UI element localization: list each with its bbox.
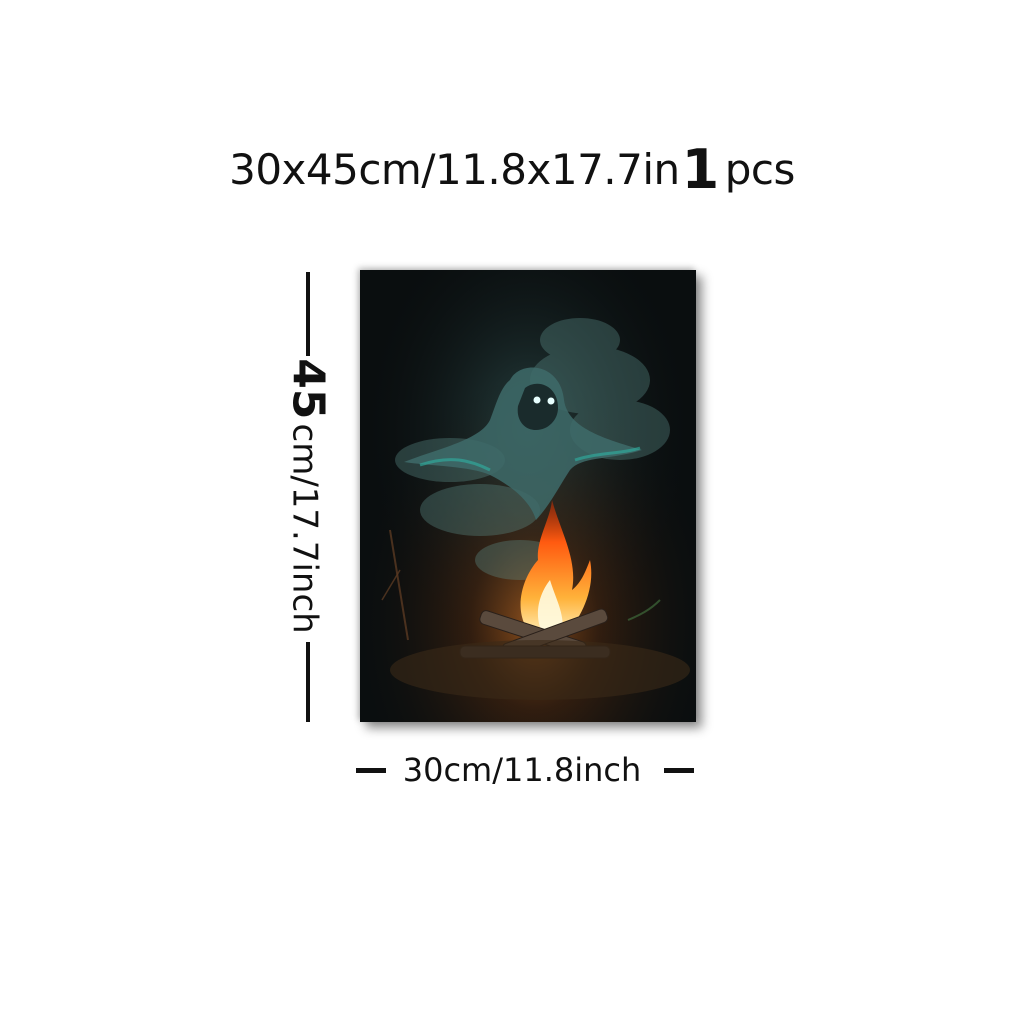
width-dimension-label: 30cm/11.8inch: [402, 751, 642, 789]
ghost-eye-right: [547, 397, 555, 405]
width-dimension-line-right: [664, 768, 694, 773]
height-unit-text: cm/17.7inch: [284, 423, 325, 634]
height-dimension-label: 45 cm/17.7inch: [283, 358, 334, 633]
size-text: 30x45cm/11.8x17.7in: [229, 145, 680, 194]
quantity-number: 1: [681, 138, 720, 201]
height-dimension-line-bottom: [306, 642, 310, 722]
ghost-eye-left: [533, 396, 541, 404]
height-dimension-line-top: [306, 272, 310, 356]
height-value: 45: [282, 358, 334, 420]
width-dimension-line-left: [356, 768, 386, 773]
product-size-title: 30x45cm/11.8x17.7in1 pcs: [0, 138, 1024, 201]
campfire-flame: [520, 500, 592, 640]
ghost-campfire-artwork: [360, 270, 696, 722]
canvas-painting: [360, 270, 696, 722]
ghost-figure: [404, 367, 642, 520]
quantity-unit: pcs: [724, 145, 796, 194]
